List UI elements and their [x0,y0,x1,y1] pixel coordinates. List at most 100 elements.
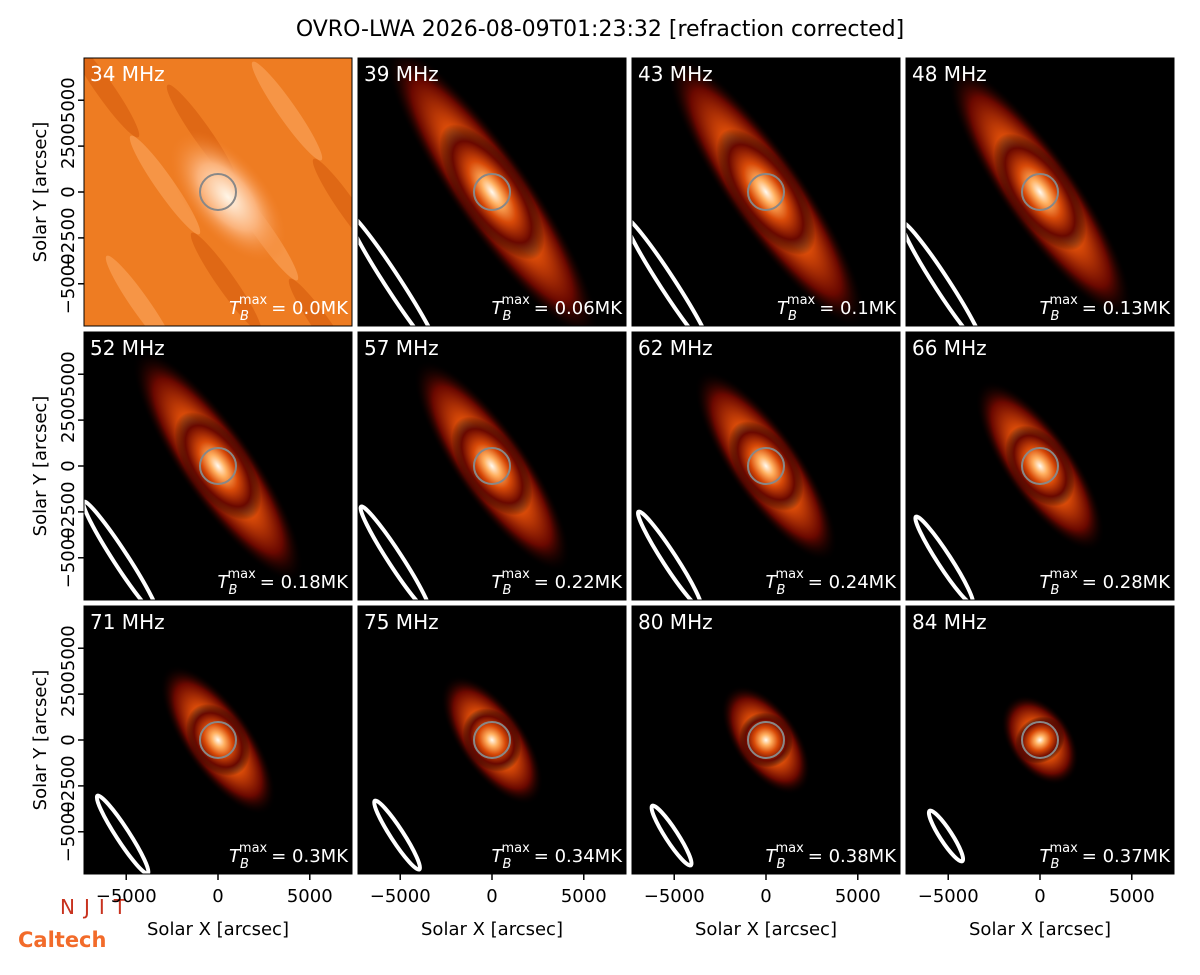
frequency-label: 80 MHz [638,610,713,634]
y-tick-label: −5000 [58,801,79,862]
frequency-label: 34 MHz [90,62,165,86]
x-tick-label: 5000 [1109,886,1155,907]
tmax-symbol: T [1040,572,1053,593]
solar-disk [1021,173,1059,211]
y-tick-label: −2500 [58,755,79,816]
emission-core [1005,425,1075,507]
tmax-sub: B [503,857,512,872]
solar-disk [473,447,511,485]
image-streak [105,255,177,326]
solar-disk [747,173,785,211]
solar-disk [747,447,785,485]
panel [358,58,626,326]
y-tick-label: 5000 [58,625,79,671]
panel [906,332,1174,600]
beam [926,808,966,864]
x-tick-label: 5000 [287,886,333,907]
logo-caltech: Caltech [18,928,106,952]
panel [84,606,352,874]
figure-title: OVRO-LWA 2026-08-09T01:23:32 [refraction… [296,17,904,42]
emission-core [174,411,262,521]
beam [358,210,442,326]
tmax-value: = 0.28MK [1082,572,1171,593]
y-axis-label: Solar Y [arcsec] [30,670,51,811]
tmax-symbol: T [218,572,231,593]
tmax-value: = 0.38MK [808,846,897,867]
y-tick-label: 0 [58,734,79,745]
frequency-label: 84 MHz [912,610,987,634]
y-tick-label: −2500 [58,207,79,268]
y-tick-label: −5000 [58,527,79,588]
solar-disk [1021,721,1059,759]
emission-core [462,708,522,772]
solar-disk [199,721,237,759]
beam [636,509,704,600]
tmax-sup: max [239,841,268,856]
panel-frame [631,57,901,327]
tmax-sup: max [239,293,268,308]
emission-core [716,128,816,256]
tmax-sub: B [777,583,786,598]
x-tick-label: 0 [212,886,223,907]
panel [84,58,352,326]
tmax-label: TBmax = 0.06MK [492,293,624,324]
tmax-label: TBmax = 0.34MK [492,841,624,872]
frequency-label: 75 MHz [364,610,439,634]
y-tick-label: 5000 [58,77,79,123]
tmax-sub: B [777,857,786,872]
tmax-value: = 0.22MK [534,572,623,593]
x-tick-label: 0 [760,886,771,907]
y-axis-label: Solar Y [arcsec] [30,122,51,263]
panel [358,606,626,874]
tmax-sub: B [1051,583,1060,598]
x-tick-label: 0 [1034,886,1045,907]
panel-frame [905,331,1175,601]
frequency-label: 57 MHz [364,336,439,360]
x-tick-label: 5000 [561,886,607,907]
x-axis-label: Solar X [arcsec] [969,919,1111,940]
emission-core [739,712,793,768]
frequency-label: 43 MHz [638,62,713,86]
tmax-sup: max [1049,841,1078,856]
x-tick-label: −5000 [96,886,157,907]
y-tick-label: 5000 [58,351,79,397]
y-tick-label: −2500 [58,481,79,542]
beam [649,803,694,868]
frequency-label: 66 MHz [912,336,987,360]
image-streak [251,61,323,161]
tmax-sup: max [501,841,530,856]
panel [358,332,626,600]
x-axis-label: Solar X [arcsec] [147,919,289,940]
image-streak [288,278,352,326]
x-tick-label: 0 [486,886,497,907]
beam [906,220,985,326]
tmax-label: TBmax = 0.24MK [766,567,898,598]
panel [906,606,1174,874]
tmax-sub: B [503,583,512,598]
tmax-symbol: T [1040,298,1053,319]
tmax-value: = 0.1MK [819,298,897,319]
image-streak [84,58,140,138]
frequency-label: 52 MHz [90,336,165,360]
beam [358,504,432,600]
emission-core [186,703,250,777]
tmax-value: = 0.06MK [534,298,623,319]
panel-frame [631,331,901,601]
tmax-sub: B [229,583,238,598]
tmax-label: TBmax = 0.28MK [1040,567,1172,598]
tmax-symbol: T [777,298,790,319]
beam [372,798,423,872]
tmax-value: = 0.18MK [260,572,349,593]
tmax-sup: max [227,567,256,582]
x-axis-label: Solar X [arcsec] [421,919,563,940]
x-tick-label: 5000 [835,886,881,907]
beam [632,215,714,326]
tmax-sup: max [1049,567,1078,582]
beam [84,499,161,600]
tmax-sup: max [775,567,804,582]
emission-core [451,416,533,516]
x-tick-label: −5000 [644,886,705,907]
panel [84,332,352,600]
tmax-symbol: T [229,846,242,867]
